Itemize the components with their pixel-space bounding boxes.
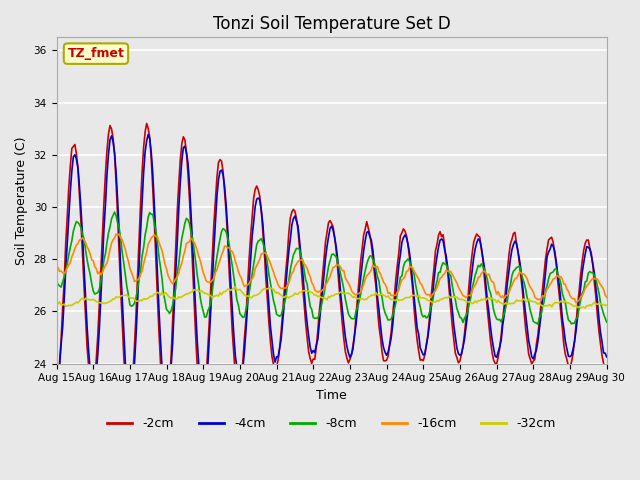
-8cm bbox=[367, 253, 375, 259]
-4cm bbox=[68, 168, 76, 174]
X-axis label: Time: Time bbox=[316, 389, 347, 402]
-32cm bbox=[232, 284, 239, 290]
-4cm bbox=[603, 354, 611, 360]
-16cm bbox=[52, 263, 60, 268]
Text: TZ_fmet: TZ_fmet bbox=[68, 47, 124, 60]
-32cm bbox=[155, 290, 163, 296]
Line: -4cm: -4cm bbox=[56, 134, 607, 408]
-8cm bbox=[539, 304, 547, 310]
Y-axis label: Soil Temperature (C): Soil Temperature (C) bbox=[15, 136, 28, 265]
-16cm bbox=[537, 298, 545, 304]
-2cm bbox=[157, 359, 164, 364]
Legend: -2cm, -4cm, -8cm, -16cm, -32cm: -2cm, -4cm, -8cm, -16cm, -32cm bbox=[102, 412, 561, 435]
-32cm bbox=[603, 302, 611, 308]
-32cm bbox=[367, 292, 375, 298]
-16cm bbox=[157, 244, 164, 250]
-32cm bbox=[577, 305, 584, 311]
-8cm bbox=[386, 317, 394, 323]
-4cm bbox=[539, 297, 547, 303]
-8cm bbox=[398, 273, 406, 279]
-2cm bbox=[143, 120, 150, 126]
-4cm bbox=[145, 132, 152, 137]
-32cm bbox=[537, 302, 545, 308]
Line: -8cm: -8cm bbox=[56, 212, 607, 324]
-8cm bbox=[68, 238, 76, 244]
Line: -32cm: -32cm bbox=[56, 287, 607, 308]
-16cm bbox=[68, 254, 76, 260]
-32cm bbox=[68, 302, 76, 308]
-2cm bbox=[52, 382, 60, 388]
Line: -2cm: -2cm bbox=[56, 123, 607, 416]
-32cm bbox=[398, 297, 406, 303]
-4cm bbox=[163, 406, 170, 411]
-4cm bbox=[387, 335, 395, 341]
Title: Tonzi Soil Temperature Set D: Tonzi Soil Temperature Set D bbox=[212, 15, 451, 33]
-4cm bbox=[399, 235, 407, 240]
-16cm bbox=[603, 294, 611, 300]
-2cm bbox=[369, 254, 377, 260]
-16cm bbox=[398, 277, 406, 283]
-8cm bbox=[111, 209, 118, 215]
-4cm bbox=[157, 336, 164, 342]
-4cm bbox=[52, 374, 60, 380]
-2cm bbox=[399, 226, 407, 232]
-32cm bbox=[52, 300, 60, 305]
-2cm bbox=[539, 287, 547, 293]
-8cm bbox=[52, 277, 60, 283]
-2cm bbox=[603, 363, 611, 369]
-8cm bbox=[603, 319, 611, 325]
-16cm bbox=[386, 290, 394, 296]
-32cm bbox=[386, 295, 394, 301]
-4cm bbox=[369, 247, 377, 253]
-2cm bbox=[161, 413, 169, 419]
-16cm bbox=[572, 300, 580, 306]
-16cm bbox=[367, 267, 375, 273]
-2cm bbox=[68, 145, 76, 151]
Line: -16cm: -16cm bbox=[56, 234, 607, 303]
-16cm bbox=[115, 231, 123, 237]
-8cm bbox=[157, 264, 164, 270]
-8cm bbox=[534, 321, 541, 327]
-2cm bbox=[387, 330, 395, 336]
